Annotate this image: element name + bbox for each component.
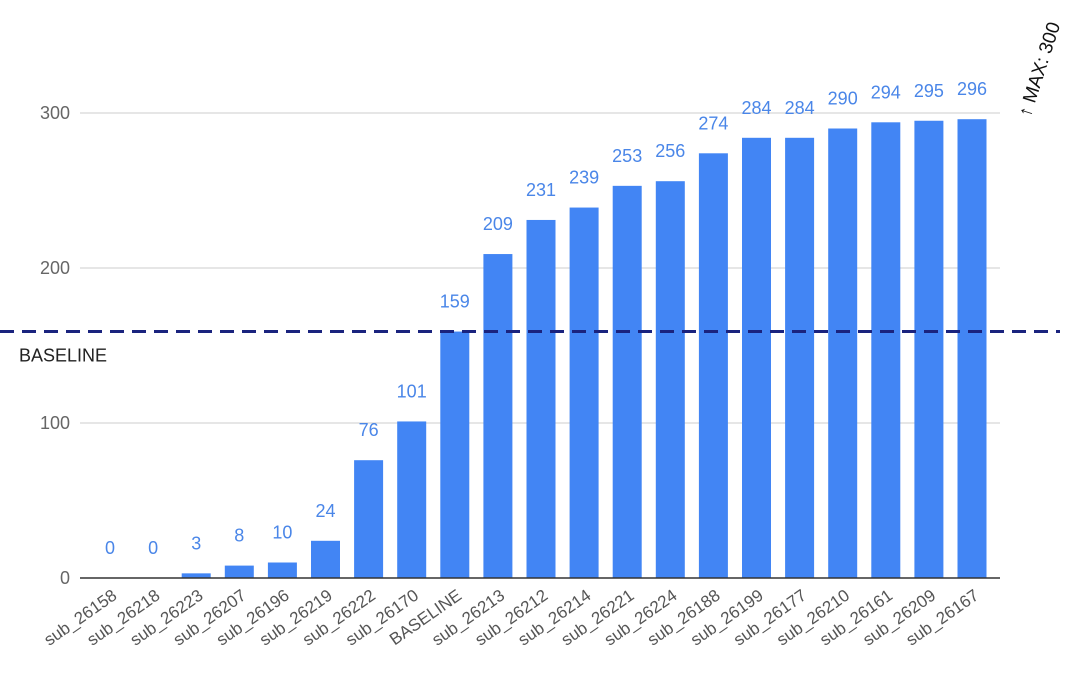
bar — [354, 460, 384, 578]
bar-value-label: 0 — [105, 538, 115, 558]
bars — [181, 119, 987, 579]
bar-value-label: 256 — [655, 141, 685, 161]
bar — [871, 122, 901, 579]
bar-value-label: 284 — [741, 98, 771, 118]
bar — [311, 540, 340, 578]
bar-value-label: 76 — [359, 420, 379, 440]
bar-value-label: 101 — [397, 381, 427, 401]
bar — [612, 185, 642, 578]
bar — [698, 153, 728, 579]
y-tick-label: 100 — [40, 413, 70, 433]
bar — [483, 254, 513, 579]
bar-value-label: 294 — [871, 82, 901, 102]
baseline-reference-label: BASELINE — [19, 346, 107, 366]
bar — [914, 120, 944, 578]
bar-value-label: 284 — [785, 98, 815, 118]
bar-value-label: 295 — [914, 81, 944, 101]
bar — [397, 421, 427, 578]
bar-value-label: 231 — [526, 180, 556, 200]
bar-value-label: 209 — [483, 214, 513, 234]
y-tick-label: 0 — [60, 568, 70, 588]
bar — [440, 331, 470, 578]
bar-value-label: 296 — [957, 79, 987, 99]
y-tick-label: 300 — [40, 103, 70, 123]
y-axis: 0 100 200 300 — [40, 103, 70, 588]
bar-value-label: 274 — [698, 113, 728, 133]
bar — [785, 137, 815, 579]
bar — [569, 207, 599, 579]
bar-value-label: 239 — [569, 168, 599, 188]
bar — [742, 137, 771, 579]
bar-value-label: 159 — [440, 292, 470, 312]
bar — [181, 573, 211, 578]
bar-value-label: 290 — [828, 89, 858, 109]
bar-value-label: 24 — [315, 501, 335, 521]
y-tick-label: 200 — [40, 258, 70, 278]
bar-value-label: 3 — [191, 533, 201, 553]
bar-value-label: 8 — [234, 526, 244, 546]
value-labels: 0 0 3 8 10 24 76 101 159 209 231 239 253 256 274 284 284… — [105, 79, 987, 558]
x-axis: sub_26158sub_26218sub_26223sub_26207sub_… — [40, 586, 982, 650]
bar — [224, 565, 254, 578]
bar-value-label: 253 — [612, 146, 642, 166]
max-annotation: ↑ MAX: 300 — [1015, 20, 1065, 120]
bar — [526, 219, 556, 578]
bar — [267, 562, 297, 578]
bar-value-label: 0 — [148, 538, 158, 558]
bar — [655, 181, 685, 578]
bar — [828, 128, 858, 578]
bar — [957, 119, 987, 578]
bar-value-label: 10 — [272, 523, 292, 543]
